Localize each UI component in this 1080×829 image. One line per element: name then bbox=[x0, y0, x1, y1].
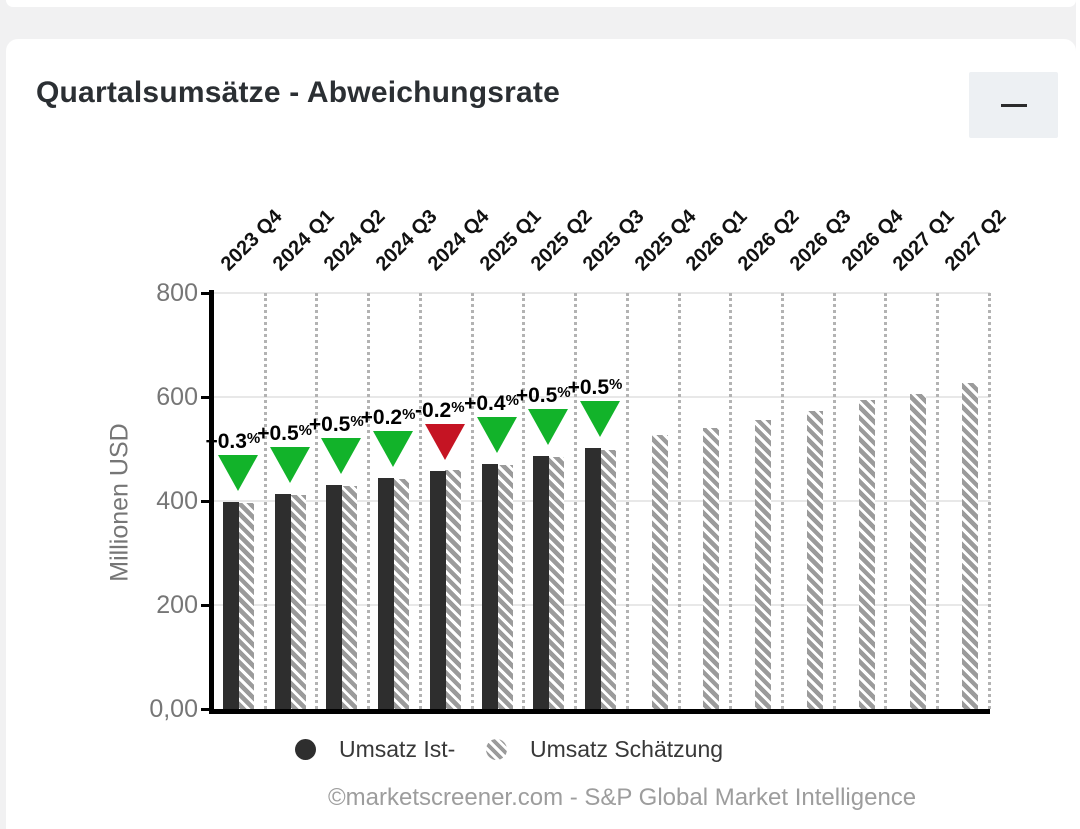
y-axis-tick bbox=[201, 292, 209, 295]
deviation-triangle-icon bbox=[424, 423, 465, 460]
gridline-vertical-dotted bbox=[832, 293, 836, 709]
x-axis bbox=[209, 709, 990, 714]
deviation-label: +0.5% bbox=[567, 376, 623, 400]
chart-credit: ©marketscreener.com - S&P Global Market … bbox=[328, 784, 917, 811]
gridline-vertical-dotted bbox=[884, 293, 888, 709]
legend-label-estimate: Umsatz Schätzung bbox=[530, 736, 724, 762]
gridline-vertical-dotted bbox=[574, 293, 578, 709]
deviation-triangle-icon bbox=[579, 401, 620, 438]
minimize-button[interactable] bbox=[969, 72, 1058, 138]
bar-actual bbox=[222, 502, 239, 711]
bar-estimate bbox=[237, 502, 254, 711]
bar-estimate bbox=[651, 435, 668, 711]
bar-estimate bbox=[910, 394, 927, 711]
legend-label-actual: Umsatz Ist- bbox=[339, 736, 456, 762]
y-axis-tick-label: 800 bbox=[156, 279, 198, 307]
deviation-triangle-icon bbox=[528, 408, 569, 445]
y-axis-tick bbox=[201, 396, 209, 399]
y-axis-tick-label: 200 bbox=[156, 591, 198, 619]
bar-estimate bbox=[548, 456, 565, 711]
deviation-triangle-icon bbox=[269, 446, 310, 483]
bar-estimate bbox=[806, 410, 823, 711]
gridline-vertical-dotted bbox=[263, 293, 267, 709]
previous-card-edge bbox=[6, 0, 1076, 7]
gridline-vertical-dotted bbox=[367, 293, 371, 709]
estimate-series-marker-icon bbox=[486, 739, 507, 760]
bar-estimate bbox=[703, 428, 720, 711]
deviation-label: +0.3% bbox=[205, 430, 261, 454]
deviation-triangle-icon bbox=[321, 437, 362, 474]
bar-actual bbox=[584, 448, 601, 711]
y-axis-tick bbox=[201, 500, 209, 503]
bar-estimate bbox=[289, 494, 306, 711]
gridline-vertical-dotted bbox=[418, 293, 422, 709]
bar-estimate bbox=[755, 420, 772, 711]
bar-estimate bbox=[599, 449, 616, 711]
legend-item-actual[interactable]: Umsatz Ist- bbox=[295, 736, 455, 763]
bar-actual bbox=[429, 470, 446, 711]
gridline-horizontal bbox=[209, 396, 990, 398]
bar-estimate bbox=[858, 399, 875, 711]
deviation-label: -0.2% bbox=[415, 398, 465, 422]
deviation-label: +0.5% bbox=[515, 383, 571, 407]
deviation-triangle-icon bbox=[217, 455, 258, 492]
legend-item-estimate[interactable]: Umsatz Schätzung bbox=[486, 736, 723, 763]
right-gutter bbox=[1076, 0, 1080, 829]
minimize-icon bbox=[1000, 103, 1027, 107]
y-axis-tick-label: 600 bbox=[156, 383, 198, 411]
gridline-vertical-dotted bbox=[625, 293, 629, 709]
bar-actual bbox=[533, 455, 550, 711]
gridline-vertical-dotted bbox=[781, 293, 785, 709]
legend: Umsatz Ist- Umsatz Schätzung bbox=[0, 736, 1080, 766]
gridline-vertical-dotted bbox=[315, 293, 319, 709]
y-axis bbox=[209, 290, 214, 714]
actual-series-marker-icon bbox=[295, 739, 316, 760]
gridline-vertical-dotted bbox=[677, 293, 681, 709]
bar-estimate bbox=[444, 470, 461, 711]
y-axis-tick bbox=[201, 708, 209, 711]
y-axis-tick-label: 400 bbox=[156, 487, 198, 515]
gridline-vertical-dotted bbox=[936, 293, 940, 709]
bar-estimate bbox=[393, 478, 410, 711]
deviation-triangle-icon bbox=[476, 416, 517, 453]
bar-estimate bbox=[341, 485, 358, 711]
deviation-label: +0.2% bbox=[360, 406, 416, 430]
bar-actual bbox=[481, 463, 498, 711]
y-axis-tick bbox=[201, 604, 209, 607]
deviation-label: +0.4% bbox=[464, 391, 519, 415]
deviation-label: +0.5% bbox=[257, 421, 312, 445]
gridline-vertical-dotted bbox=[729, 293, 733, 709]
bar-actual bbox=[326, 484, 343, 711]
deviation-label: +0.5% bbox=[308, 412, 364, 436]
gridline-vertical-dotted bbox=[470, 293, 474, 709]
bar-estimate bbox=[496, 464, 513, 711]
bar-estimate bbox=[962, 383, 979, 711]
y-axis-tick-label: 0,00 bbox=[149, 695, 198, 723]
page-title: Quartalsumsätze - Abweichungsrate bbox=[36, 76, 560, 109]
deviation-triangle-icon bbox=[373, 431, 414, 468]
gridline-vertical-dotted bbox=[522, 293, 526, 709]
bar-actual bbox=[378, 478, 395, 711]
bar-actual bbox=[274, 493, 291, 711]
gridline-horizontal bbox=[209, 292, 990, 294]
gridline-vertical-dotted bbox=[987, 293, 991, 709]
